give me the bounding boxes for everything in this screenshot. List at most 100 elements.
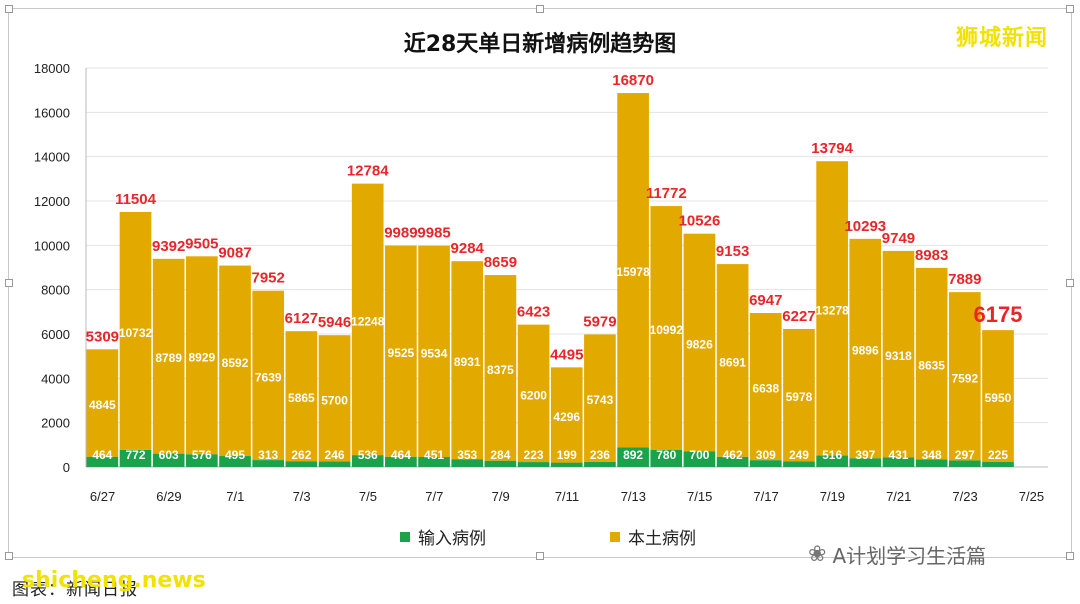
data-label-total: 9505 [185,235,218,252]
x-tick-label: 7/19 [820,489,845,504]
bar-imported [418,457,450,467]
y-tick-label: 10000 [34,238,70,253]
data-label-local: 9318 [885,349,912,363]
data-label-imported: 246 [325,448,345,462]
bar-imported [517,462,550,467]
x-tick-label: 7/7 [425,489,443,504]
data-label-local: 9534 [421,346,448,360]
data-label-imported: 313 [258,448,278,462]
bar-local [152,258,185,454]
resize-handle[interactable] [5,279,13,287]
bar-imported [915,459,948,467]
data-label-total: 8983 [915,247,948,264]
data-label-local: 10732 [119,326,153,340]
data-label-local: 12248 [351,314,385,328]
data-label-imported: 780 [656,448,676,462]
data-label-total: 9392 [152,238,185,255]
data-label-local: 8691 [719,355,746,369]
x-tick-label: 7/9 [492,489,510,504]
bar-imported [683,451,716,467]
bar-local [285,331,318,462]
data-label-total: 6227 [782,308,815,325]
data-label-total: 6423 [517,304,550,321]
y-tick-label: 0 [63,460,70,475]
data-label-local: 9826 [686,338,713,352]
resize-handle[interactable] [1066,5,1074,13]
bar-local [186,256,218,455]
bar-local [650,206,683,450]
resize-handle[interactable] [536,552,544,560]
data-label-local: 8635 [918,359,945,373]
resize-handle[interactable] [1066,279,1074,287]
data-label-local: 8931 [454,355,481,369]
data-label-total: 11772 [646,185,687,202]
y-tick-label: 14000 [34,150,70,165]
data-label-local: 8592 [222,356,249,370]
data-label-local: 5978 [786,390,813,404]
data-label-local: 8789 [155,351,182,365]
data-label-imported: 397 [855,448,875,462]
y-tick-label: 16000 [34,105,70,120]
x-tick-label: 7/1 [226,489,244,504]
x-tick-label: 7/11 [555,489,579,504]
data-label-total: 10526 [679,213,721,230]
x-tick-label: 7/25 [1019,489,1044,504]
bar-imported [385,456,417,467]
bar-local [385,245,417,457]
data-label-imported: 309 [756,448,776,462]
data-label-local: 8375 [487,363,514,377]
bar-imported [285,461,318,467]
data-label-imported: 464 [92,448,112,462]
data-label-local: 4845 [89,398,116,412]
legend-label-imported: 输入病例 [418,529,486,549]
resize-handle[interactable] [5,5,13,13]
data-label-local: 7639 [255,370,282,384]
resize-handle[interactable] [5,552,13,560]
watermark: ❀ A计划学习生活篇 [808,540,986,569]
data-label-total: 9985 [417,225,450,242]
bar-imported [252,460,285,467]
data-label-local: 4296 [553,410,580,424]
data-label-local: 10992 [650,323,684,337]
data-label-total: 6127 [285,310,318,327]
bar-local [948,292,981,461]
data-label-total: 7952 [252,270,285,287]
watermark-text: A计划学习生活篇 [832,544,987,568]
data-label-imported: 495 [225,448,245,462]
bar-local [451,261,484,460]
bar-imported [152,453,185,467]
data-label-local: 5950 [985,391,1012,405]
data-label-local: 5865 [288,391,315,405]
bar-local [252,290,285,461]
x-tick-label: 6/27 [90,489,115,504]
data-label-total: 6947 [749,292,782,309]
bar-local [119,211,152,450]
data-label-imported: 772 [125,448,145,462]
x-tick-label: 7/5 [359,489,377,504]
chart-title: 近28天单日新增病例趋势图 [403,32,677,57]
data-label-total: 5309 [86,328,119,345]
data-label-imported: 262 [291,448,311,462]
bar-local [915,267,948,460]
x-tick-label: 6/29 [156,489,181,504]
data-label-local: 5743 [587,393,614,407]
bar-local [517,324,550,463]
legend-swatch-local [610,531,620,542]
bar-imported [882,457,915,467]
data-label-total: 8659 [484,254,517,271]
legend-imported: 输入病例 [400,524,486,549]
y-tick-label: 4000 [41,371,70,386]
data-label-imported: 223 [524,448,544,462]
data-label-imported: 236 [590,448,610,462]
y-tick-label: 12000 [34,194,70,209]
legend-label-local: 本土病例 [628,529,696,549]
data-label-imported: 353 [457,448,477,462]
y-tick-label: 8000 [41,283,70,298]
x-tick-label: 7/23 [952,489,977,504]
bar-imported [749,460,782,467]
data-label-total: 13794 [811,140,853,157]
data-label-imported: 431 [888,448,908,462]
resize-handle[interactable] [536,5,544,13]
resize-handle[interactable] [1066,552,1074,560]
data-label-local: 6638 [752,382,779,396]
